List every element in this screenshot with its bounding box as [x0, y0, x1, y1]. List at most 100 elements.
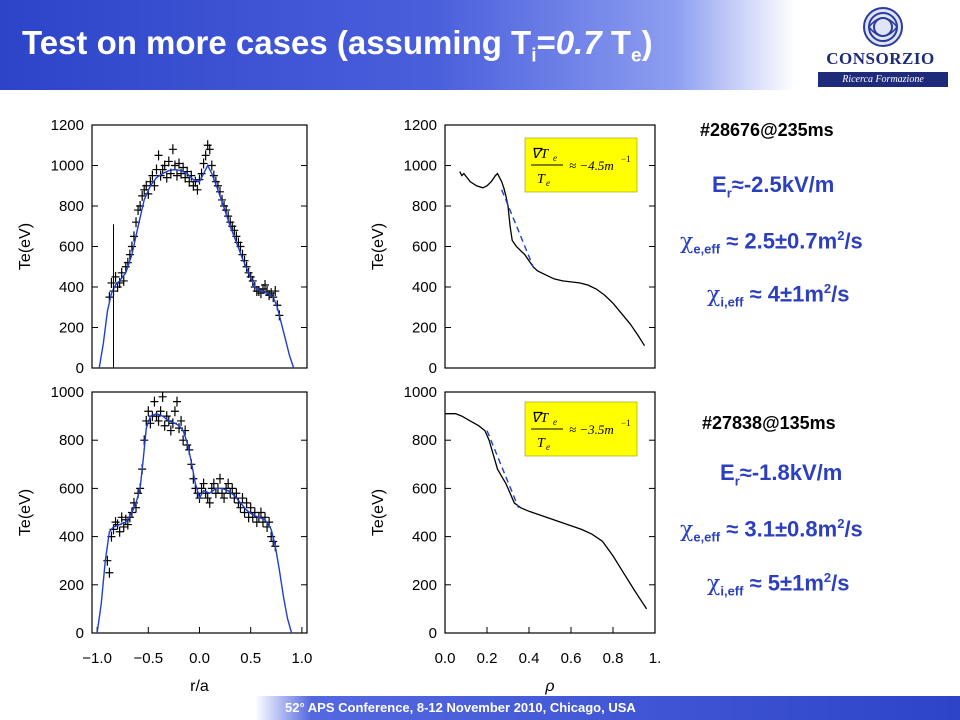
- plot-frame: [91, 391, 308, 634]
- data-point: [201, 150, 210, 161]
- logo-tagline: Ricerca Formazione Innovazione: [818, 72, 948, 100]
- data-point: [160, 160, 169, 171]
- er-value-1: Er≈-2.5kV/m: [712, 172, 834, 200]
- gradient-fit-line: [501, 189, 534, 268]
- data-point: [166, 425, 175, 436]
- data-point: [152, 411, 161, 422]
- data-point: [150, 396, 159, 407]
- chart-1: 0 200 400 600 800 1000 1200 Te(eV): [17, 117, 308, 377]
- y-tick-label: 600: [59, 239, 84, 256]
- data-point: [148, 170, 157, 181]
- y-tick-label: 400: [412, 529, 437, 546]
- data-point: [203, 493, 212, 504]
- formula-numerator: ∇T: [531, 411, 549, 426]
- chi-e-number-1: ≈ 2.5±0.7m: [726, 228, 838, 254]
- slide-title: Test on more cases (assuming Ti=0.7 Te): [22, 24, 653, 68]
- chi-symbol: χ: [680, 229, 694, 255]
- data-point: [172, 396, 181, 407]
- y-tick-label: 200: [412, 320, 437, 337]
- data-point: [154, 150, 163, 161]
- y-tick-label: 400: [59, 529, 84, 546]
- data-point: [127, 241, 136, 252]
- data-point: [168, 144, 177, 155]
- chi-e-eff-1: χe,eff ≈ 2.5±0.7m2/s: [680, 228, 863, 257]
- title-equals: =: [536, 24, 556, 61]
- sup-2: 2: [823, 570, 832, 585]
- x-tick-label: 0.0: [435, 650, 456, 667]
- data-point: [175, 158, 184, 169]
- data-point: [220, 493, 229, 504]
- chi-e-number-2: ≈ 3.1±0.8m: [726, 516, 838, 542]
- data-point: [158, 391, 167, 402]
- consorzio-rfx-logo: CONSORZIO RFX Ricerca Formazione Innovaz…: [808, 5, 958, 100]
- formula-denominator: T: [537, 436, 546, 451]
- chi-e-sub: e,eff: [693, 241, 721, 257]
- data-point: [256, 288, 265, 299]
- gradient-formula-2: ∇T eT e ≈ −3.5m −1: [524, 401, 638, 457]
- data-point: [177, 415, 186, 426]
- y-axis-label: Te(eV): [17, 489, 34, 536]
- data-point: [261, 279, 270, 290]
- data-point: [170, 160, 179, 171]
- y-axis-label: Te(eV): [370, 223, 387, 270]
- data-point: [107, 277, 116, 288]
- footer-text: 52° APS Conference, 8-12 November 2010, …: [285, 700, 636, 715]
- y-tick-label: 0: [76, 360, 84, 377]
- chi-i-eff-2: χi,eff ≈ 5±1m2/s: [707, 570, 849, 599]
- y-tick-label: 600: [412, 480, 437, 497]
- data-point: [197, 483, 206, 494]
- y-tick-label: 1000: [404, 384, 437, 401]
- title-t: T: [601, 24, 631, 61]
- er-label-2: E: [720, 460, 735, 485]
- y-tick-label: 0: [429, 625, 437, 642]
- data-point: [199, 478, 208, 489]
- formula-sub-e: e: [553, 417, 557, 427]
- data-point: [256, 507, 265, 518]
- data-point: [195, 174, 204, 185]
- y-tick-label: 1000: [51, 384, 84, 401]
- chi-e-eff-2: χe,eff ≈ 3.1±0.8m2/s: [680, 516, 863, 545]
- x-axis-label: r/a: [190, 678, 209, 695]
- temperature-profile-line: [459, 171, 646, 347]
- data-point: [207, 160, 216, 171]
- formula-numerator: ∇T: [531, 147, 549, 162]
- data-point: [115, 526, 124, 537]
- title-banner: Test on more cases (assuming Ti=0.7 Te): [0, 0, 795, 90]
- data-point: [267, 531, 276, 542]
- formula-value: ≈ −4.5m: [569, 158, 614, 173]
- fit-line: [96, 412, 293, 634]
- title-subscript-e: e: [630, 45, 642, 67]
- data-point: [170, 406, 179, 417]
- data-point: [193, 184, 202, 195]
- y-tick-label: 800: [412, 432, 437, 449]
- data-point: [121, 514, 130, 525]
- data-point: [154, 415, 163, 426]
- data-point: [140, 184, 149, 195]
- data-point: [271, 286, 280, 297]
- formula-sub-e: e: [546, 178, 550, 188]
- x-tick-label: 1.0: [291, 650, 312, 667]
- data-point: [224, 478, 233, 489]
- x-tick-label: −0.5: [133, 650, 163, 667]
- chi-symbol: χ: [707, 282, 721, 308]
- y-tick-label: 0: [76, 625, 84, 642]
- data-point: [228, 483, 237, 494]
- data-point: [105, 567, 114, 578]
- data-point: [160, 420, 169, 431]
- data-point: [236, 502, 245, 513]
- gradient-formula-1: ∇T eT e ≈ −4.5m −1: [524, 137, 638, 193]
- er-sub-1: r: [726, 185, 732, 201]
- data-point: [119, 275, 128, 286]
- sup-2: 2: [837, 228, 845, 243]
- chi-i-sub: i,eff: [720, 294, 744, 310]
- chi-i-number-2: ≈ 5±1m: [749, 570, 824, 596]
- data-point: [123, 519, 132, 530]
- fit-line: [98, 163, 295, 369]
- data-point: [138, 190, 147, 201]
- x-tick-label: 0.4: [519, 650, 540, 667]
- data-point: [238, 493, 247, 504]
- title-prefix: Test on more cases (assuming T: [22, 24, 532, 61]
- data-point: [246, 502, 255, 513]
- er-label-1: E: [712, 172, 727, 197]
